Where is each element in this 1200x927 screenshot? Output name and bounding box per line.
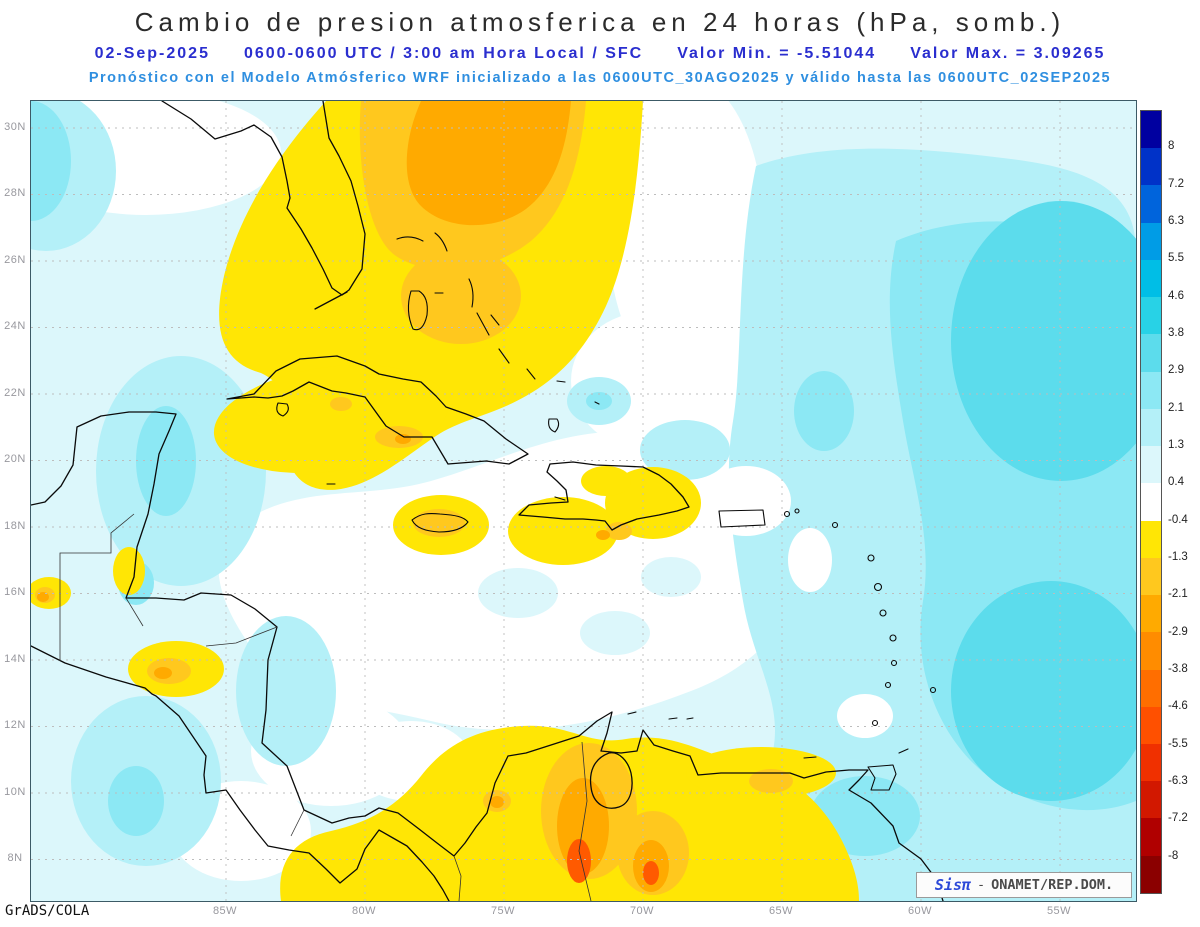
colorbar-segment bbox=[1141, 669, 1161, 707]
colorbar-label: -2.1 bbox=[1168, 588, 1188, 600]
lon-label: 65W bbox=[768, 905, 794, 917]
colorbar-segment bbox=[1141, 706, 1161, 744]
lon-label: 55W bbox=[1046, 905, 1072, 917]
colorbar-scale bbox=[1140, 110, 1162, 894]
min-value-label: Valor Min. = -5.51044 bbox=[677, 45, 877, 62]
coast-pacific bbox=[31, 645, 450, 901]
colorbar-label: -1.3 bbox=[1168, 551, 1188, 563]
lon-label: 75W bbox=[490, 905, 516, 917]
colorbar-label: -3.8 bbox=[1168, 663, 1188, 675]
colorbar-segment bbox=[1141, 595, 1161, 633]
max-value-label: Valor Max. = 3.09265 bbox=[910, 45, 1106, 62]
colorbar-label: 8 bbox=[1168, 140, 1175, 152]
colorbar-segment bbox=[1141, 446, 1161, 484]
lat-label: 12N bbox=[4, 719, 26, 731]
lon-label: 85W bbox=[212, 905, 238, 917]
lat-label: 20N bbox=[4, 453, 26, 465]
colorbar-segment bbox=[1141, 222, 1161, 260]
colorbar-label: 7.2 bbox=[1168, 178, 1184, 190]
model-info-line: Pronóstico con el Modelo Atmósferico WRF… bbox=[88, 70, 1112, 86]
lat-label: 14N bbox=[4, 653, 26, 665]
colorbar: 8 7.2 6.3 5.5 4.6 3.8 2.9 2.1 1.3 0.4 -0… bbox=[1140, 110, 1200, 894]
coastlines bbox=[31, 101, 944, 901]
coast-puerto-rico bbox=[718, 509, 766, 528]
colorbar-label: 3.8 bbox=[1168, 327, 1184, 339]
country-borders bbox=[59, 513, 592, 901]
validity-period: 0600-0600 UTC / 3:00 am Hora Local / SFC bbox=[243, 45, 644, 62]
page-title: Cambio de presion atmosferica en 24 hora… bbox=[134, 7, 1066, 37]
colorbar-label: 1.3 bbox=[1168, 439, 1184, 451]
map-frame bbox=[30, 100, 1137, 902]
colorbar-label: 4.6 bbox=[1168, 290, 1184, 302]
colorbar-label: 2.1 bbox=[1168, 402, 1184, 414]
lat-label: 10N bbox=[4, 786, 26, 798]
colorbar-segment bbox=[1141, 185, 1161, 223]
coast-trinidad bbox=[867, 764, 897, 791]
colorbar-label: 5.5 bbox=[1168, 252, 1184, 264]
colorbar-label: -8 bbox=[1168, 850, 1179, 862]
colorbar-segment bbox=[1141, 520, 1161, 558]
colorbar-label: -0.4 bbox=[1168, 514, 1188, 526]
lat-label: 16N bbox=[4, 586, 26, 598]
colorbar-label: -7.2 bbox=[1168, 812, 1188, 824]
lon-label: 80W bbox=[351, 905, 377, 917]
colorbar-segment bbox=[1141, 408, 1161, 447]
colorbar-segment bbox=[1141, 818, 1161, 856]
coast-gonave bbox=[554, 496, 566, 501]
colorbar-segment bbox=[1141, 111, 1161, 149]
colorbar-label: -2.9 bbox=[1168, 626, 1188, 638]
colorbar-label: -5.5 bbox=[1168, 738, 1188, 750]
coast-tobago bbox=[898, 748, 909, 754]
colorbar-segment bbox=[1141, 483, 1161, 521]
colorbar-segment bbox=[1141, 855, 1161, 893]
coast-cuba bbox=[226, 355, 529, 465]
coast-lake-maracaibo bbox=[589, 752, 633, 809]
lat-label: 8N bbox=[7, 852, 23, 864]
coast-jamaica bbox=[411, 512, 469, 533]
colorbar-segment bbox=[1141, 148, 1161, 186]
colorbar-label: 0.4 bbox=[1168, 476, 1184, 488]
coast-isla-juventud bbox=[276, 402, 289, 417]
lat-label: 30N bbox=[4, 121, 26, 133]
coast-florida-keys bbox=[314, 291, 348, 310]
lat-label: 22N bbox=[4, 387, 26, 399]
colorbar-segment bbox=[1141, 781, 1161, 819]
sispi-logo: Sisπ bbox=[934, 876, 972, 894]
coast-hispaniola bbox=[518, 461, 690, 531]
weather-map-canvas bbox=[31, 101, 1136, 901]
pressure-field-extreme-negative bbox=[567, 839, 659, 885]
lat-label: 26N bbox=[4, 254, 26, 266]
lon-label: 60W bbox=[907, 905, 933, 917]
grads-credit: GrADS/COLA bbox=[5, 903, 90, 919]
colorbar-segment bbox=[1141, 334, 1161, 372]
coast-margarita bbox=[803, 756, 817, 759]
coast-florida bbox=[161, 101, 366, 296]
colorbar-label: -4.6 bbox=[1168, 700, 1188, 712]
source-badge: Sisπ - ONAMET/REP.DOM. bbox=[916, 872, 1132, 898]
island-chains bbox=[396, 232, 937, 727]
run-date: 02-Sep-2025 bbox=[94, 45, 210, 62]
lat-label: 18N bbox=[4, 520, 26, 532]
colorbar-segment bbox=[1141, 371, 1161, 409]
lon-label: 70W bbox=[629, 905, 655, 917]
colorbar-segment bbox=[1141, 259, 1161, 298]
lat-label: 24N bbox=[4, 320, 26, 332]
colorbar-label: 6.3 bbox=[1168, 215, 1184, 227]
lat-label: 28N bbox=[4, 187, 26, 199]
pressure-field-pockets bbox=[478, 466, 893, 738]
pressure-field-strong-positive bbox=[951, 201, 1136, 801]
colorbar-segment bbox=[1141, 557, 1161, 596]
subtitle-line: 02-Sep-2025 0600-0600 UTC / 3:00 am Hora… bbox=[0, 45, 1200, 63]
colorbar-segment bbox=[1141, 297, 1161, 335]
colorbar-segment bbox=[1141, 632, 1161, 670]
colorbar-label: 2.9 bbox=[1168, 364, 1184, 376]
colorbar-segment bbox=[1141, 743, 1161, 782]
badge-organization: ONAMET/REP.DOM. bbox=[991, 877, 1114, 893]
badge-separator: - bbox=[977, 877, 986, 893]
colorbar-label: -6.3 bbox=[1168, 775, 1188, 787]
